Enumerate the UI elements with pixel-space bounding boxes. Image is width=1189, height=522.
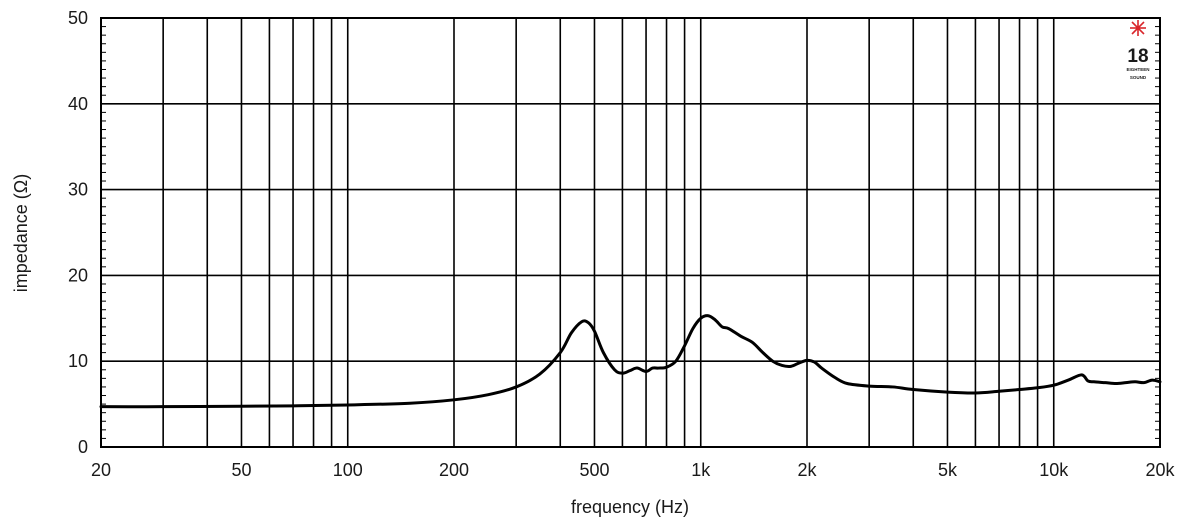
logo-line-2: SOUND xyxy=(1130,75,1147,80)
x-tick-label: 50 xyxy=(231,460,251,480)
star-icon xyxy=(1130,20,1146,36)
y-tick-label: 50 xyxy=(68,8,88,28)
x-tick-label: 500 xyxy=(579,460,609,480)
logo-line-1: EIGHTEEN xyxy=(1126,67,1149,72)
x-tick-label: 200 xyxy=(439,460,469,480)
x-tick-label: 100 xyxy=(333,460,363,480)
y-tick-label: 0 xyxy=(78,437,88,457)
x-tick-label: 20 xyxy=(91,460,111,480)
y-tick-label: 10 xyxy=(68,351,88,371)
y-tick-labels: 0 10 20 30 40 50 xyxy=(68,8,88,457)
x-tick-label: 1k xyxy=(691,460,711,480)
logo-number: 18 xyxy=(1127,46,1148,67)
y-tick-label: 40 xyxy=(68,94,88,114)
y-axis-label: impedance (Ω) xyxy=(11,174,31,293)
plot-frame xyxy=(100,17,1161,448)
grid xyxy=(100,17,1161,448)
brand-logo: 18 EIGHTEEN SOUND xyxy=(1126,20,1150,80)
x-axis-label: frequency (Hz) xyxy=(571,497,689,517)
x-tick-label: 20k xyxy=(1145,460,1175,480)
x-tick-labels: 20 50 100 200 500 1k 2k 5k 10k 20k xyxy=(91,460,1176,480)
x-tick-label: 5k xyxy=(938,460,958,480)
impedance-curve xyxy=(99,314,1162,409)
x-tick-label: 2k xyxy=(797,460,817,480)
y-tick-label: 20 xyxy=(68,265,88,285)
y-tick-label: 30 xyxy=(68,180,88,200)
x-tick-label: 10k xyxy=(1039,460,1069,480)
